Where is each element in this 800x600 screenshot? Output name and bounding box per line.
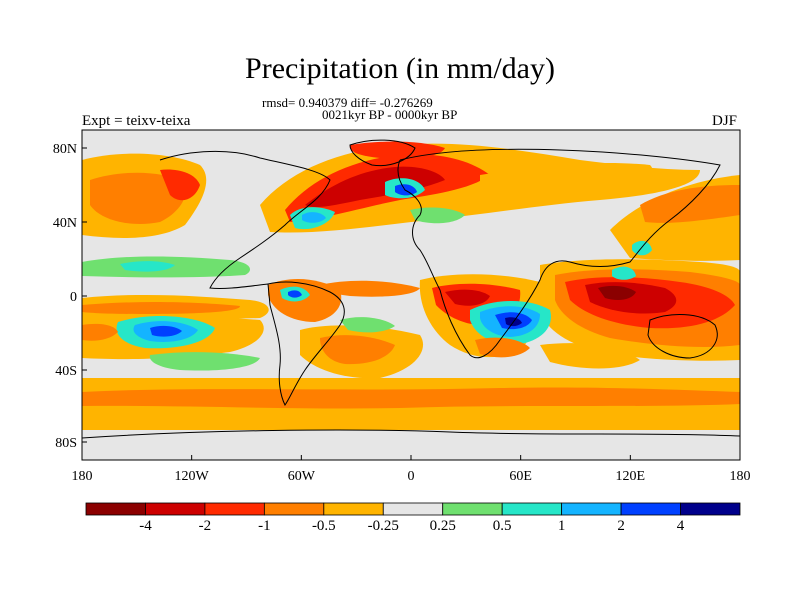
map-field bbox=[82, 130, 740, 460]
colorbar-box bbox=[263, 502, 325, 516]
central-pacific-wet bbox=[120, 261, 175, 272]
y-tick-label: 80S bbox=[55, 436, 77, 451]
europe-wet bbox=[410, 207, 465, 224]
north-atlantic-dry-strong bbox=[305, 166, 445, 208]
colorbar-label: 4 bbox=[676, 518, 685, 534]
colorbar-box bbox=[680, 502, 741, 516]
colorbar-label: -2 bbox=[198, 518, 212, 534]
north-america-coast bbox=[159, 150, 331, 289]
colorbar-box bbox=[85, 502, 146, 516]
southern-ocean-band-inner bbox=[82, 387, 740, 409]
x-tick-label: 120W bbox=[175, 469, 210, 484]
x-tick-label: 60E bbox=[509, 469, 532, 484]
tropical-pacific-dry-core bbox=[82, 302, 240, 314]
colorbar-boxes bbox=[85, 502, 741, 516]
south-atlantic-wet bbox=[340, 317, 395, 333]
x-tick-label: 120E bbox=[616, 469, 646, 484]
colorbar-label: 0.5 bbox=[492, 518, 512, 534]
colorbar-box bbox=[204, 502, 265, 516]
colorbar-label: 1 bbox=[557, 518, 566, 534]
colorbar-label: 0.25 bbox=[429, 518, 456, 534]
greenland-sea-dry bbox=[349, 141, 445, 159]
north-pacific-dry-core bbox=[90, 172, 186, 225]
alaska-dry bbox=[160, 169, 200, 201]
colorbar-box bbox=[442, 502, 503, 516]
northeast-atlantic-wet-core bbox=[395, 184, 417, 196]
greenland-coast bbox=[349, 139, 416, 167]
y-tick-label: 40N bbox=[53, 216, 77, 231]
south-america-coast bbox=[267, 281, 345, 406]
colorbar-box bbox=[145, 502, 206, 516]
colorbar-label: -0.25 bbox=[367, 518, 399, 534]
maritime-dry-max bbox=[598, 285, 636, 300]
amazon-wet-core bbox=[288, 290, 302, 298]
colorbar-label: 2 bbox=[617, 518, 625, 534]
stats-line: rmsd= 0.940379 diff= -0.276269 bbox=[262, 95, 433, 110]
maritime-wet bbox=[612, 266, 636, 280]
x-tick-label: 180 bbox=[730, 469, 751, 484]
south-indian-ocean-band bbox=[540, 343, 640, 369]
y-tick-label: 40S bbox=[55, 364, 77, 379]
siberia-dry bbox=[480, 163, 653, 189]
experiment-label: Expt = teixv-teixa bbox=[82, 113, 191, 129]
colorbar-box bbox=[323, 502, 384, 516]
colorbar-box bbox=[382, 502, 444, 516]
colorbar-label: -1 bbox=[258, 518, 271, 534]
south-pacific-dry-south bbox=[82, 323, 118, 341]
axis-ticks: 180 120W 60W 0 60E 120E 180 80N 40N 0 40S 80S bbox=[53, 142, 751, 484]
colorbar-label: -0.5 bbox=[311, 518, 336, 534]
subtropical-pacific-wet-south bbox=[149, 352, 260, 371]
coastlines bbox=[81, 139, 741, 439]
period-line: 0021kyr BP - 0000kyr BP bbox=[322, 107, 458, 122]
eurasia-africa-coast bbox=[397, 148, 721, 359]
colorbar-label: -4 bbox=[139, 518, 152, 534]
season-label: DJF bbox=[712, 113, 738, 129]
y-tick-label: 80N bbox=[53, 142, 77, 157]
map-title: Precipitation (in mm/day) bbox=[245, 52, 555, 85]
africa-dry-strong bbox=[445, 289, 490, 306]
australia-coast bbox=[647, 314, 718, 359]
japan-wet bbox=[632, 240, 652, 256]
colorbar-box bbox=[561, 502, 622, 516]
x-tick-label: 60W bbox=[288, 469, 316, 484]
x-tick-label: 180 bbox=[72, 469, 93, 484]
south-atlantic-dry-core bbox=[320, 335, 395, 365]
atlantic-itcz-dry bbox=[320, 280, 420, 297]
x-tick-label: 0 bbox=[408, 469, 415, 484]
colorbar-box bbox=[501, 502, 563, 516]
south-pacific-wet-max bbox=[150, 325, 182, 337]
y-tick-label: 0 bbox=[70, 290, 77, 305]
colorbar-box bbox=[620, 502, 681, 516]
antarctica-coast bbox=[81, 429, 741, 439]
north-atlantic-wet-core bbox=[302, 212, 326, 223]
